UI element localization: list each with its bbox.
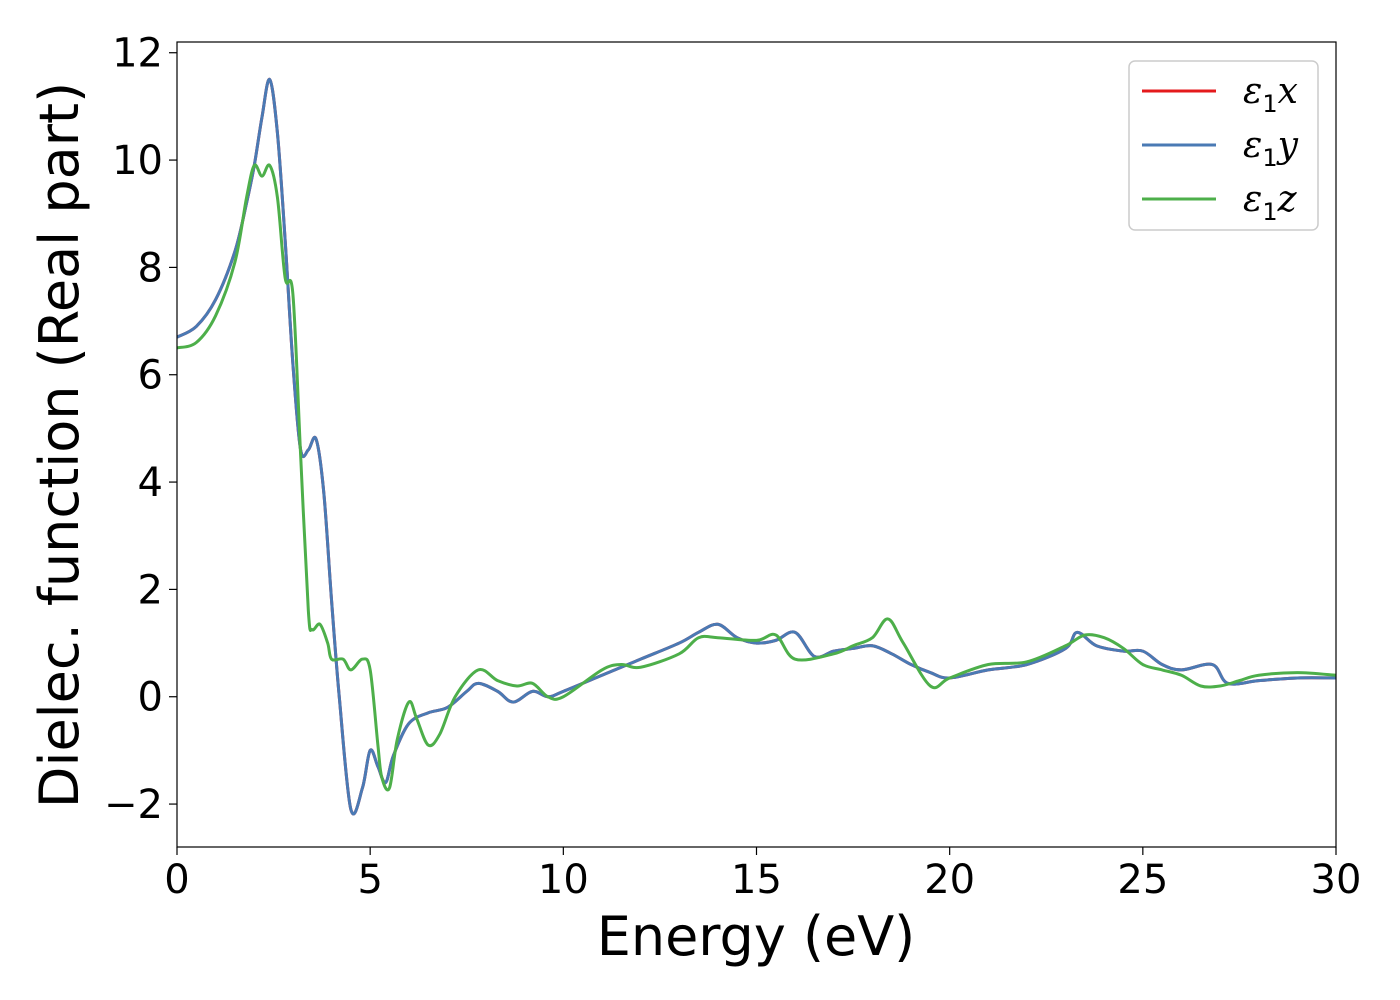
x-tick-label: 20 <box>924 857 975 903</box>
legend-label-z: ε1z <box>1243 179 1298 226</box>
y-tick-label: 10 <box>112 138 163 184</box>
x-tick-label: 25 <box>1117 857 1168 903</box>
series-layer <box>177 78 1336 816</box>
legend-symbol: ε <box>1243 179 1262 220</box>
legend-label-x: ε1x <box>1243 71 1298 118</box>
y-tick-label: 0 <box>138 675 163 721</box>
x-tick-label: 10 <box>538 857 589 903</box>
y-tick-label: 12 <box>112 31 163 77</box>
y-axis: −2 0 2 4 6 8 10 12 <box>104 31 177 828</box>
y-tick-label: 8 <box>138 245 163 291</box>
y-tick-label: 6 <box>138 353 163 399</box>
x-tick-label: 0 <box>164 857 189 903</box>
legend-variable: x <box>1278 71 1298 112</box>
x-tick-label: 30 <box>1311 857 1362 903</box>
y-axis-label: Dielec. function (Real part) <box>28 82 91 808</box>
legend-subscript: 1 <box>1262 144 1277 172</box>
legend-variable: z <box>1277 179 1298 220</box>
y-tick-label: 2 <box>138 567 163 613</box>
x-axis-label: Energy (eV) <box>597 905 916 968</box>
x-tick-label: 5 <box>357 857 382 903</box>
legend-box <box>1128 60 1319 231</box>
legend-subscript: 1 <box>1262 198 1277 226</box>
y-tick-label: −2 <box>104 782 163 828</box>
x-tick-label: 15 <box>731 857 782 903</box>
series-line-z <box>177 163 1336 792</box>
legend-symbol: ε <box>1243 125 1262 166</box>
y-tick-label: 4 <box>138 460 163 506</box>
legend-label-y: ε1y <box>1243 125 1299 172</box>
legend-subscript: 1 <box>1262 90 1277 118</box>
x-axis: 0 5 10 15 20 25 30 <box>164 847 1361 903</box>
legend-symbol: ε <box>1243 71 1262 112</box>
legend-variable: y <box>1276 125 1299 166</box>
